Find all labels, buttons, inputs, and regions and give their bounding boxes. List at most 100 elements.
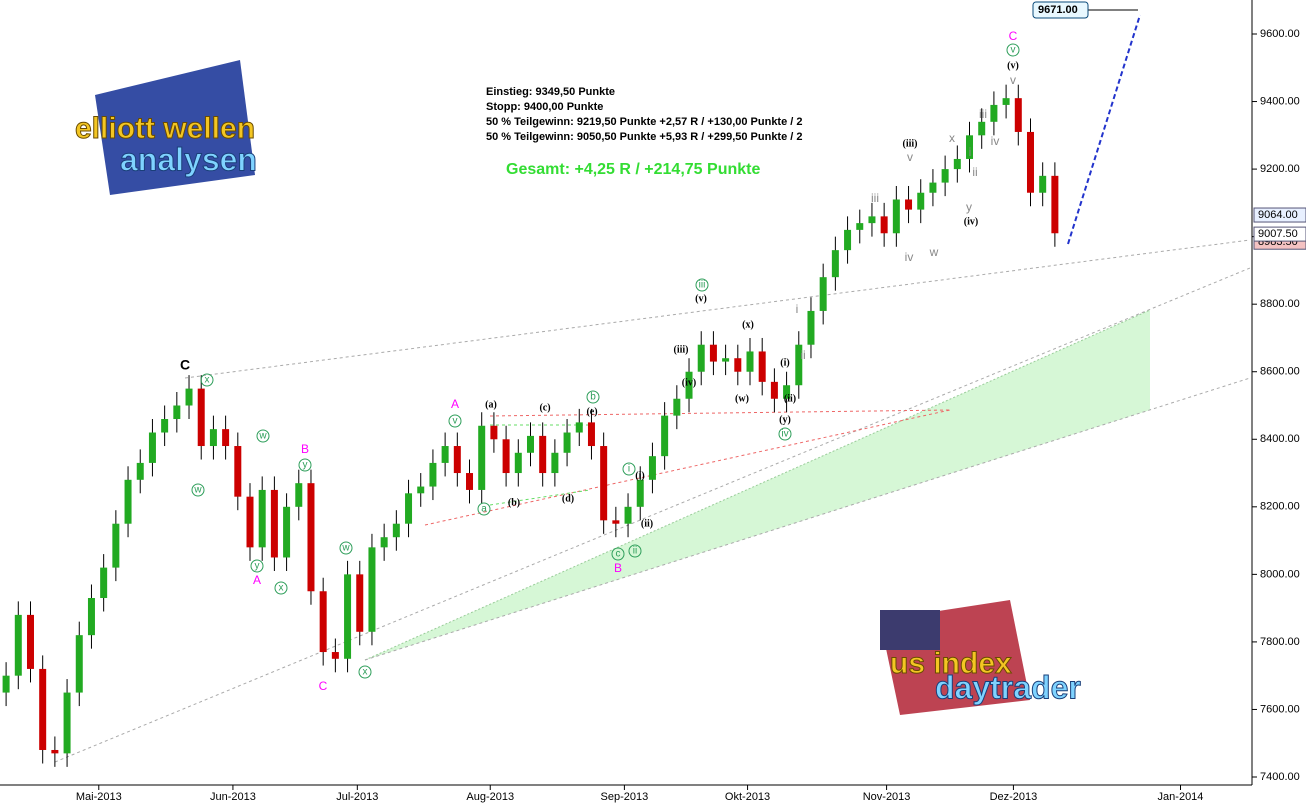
- zone-edge: [364, 309, 1151, 661]
- candle-body: [234, 446, 242, 497]
- candle-body: [197, 388, 205, 447]
- wave-circle: [586, 390, 600, 404]
- note: Stopp: 9400,00 Punkte: [486, 101, 603, 113]
- logo-left: elliott wellen analysen: [75, 60, 257, 195]
- price-tag-label: 9007.50: [1258, 228, 1298, 240]
- wave-label: (v): [1007, 60, 1019, 71]
- candle-body: [148, 432, 156, 463]
- wave-circle: [1006, 43, 1020, 57]
- x-tick-label: Nov-2013: [863, 791, 911, 803]
- wave-label: ii: [800, 348, 805, 362]
- wave-label: iii: [699, 280, 706, 291]
- wave-label: w: [193, 485, 202, 496]
- wave-circle: [628, 544, 642, 558]
- y-tick-label: 9200.00: [1260, 163, 1300, 175]
- candle-body: [990, 104, 998, 122]
- wave-label: (i): [780, 357, 789, 368]
- wave-label: (iv): [682, 377, 696, 388]
- wave-label: ii: [633, 546, 637, 557]
- candle-body: [587, 422, 595, 447]
- wave-label: c: [616, 549, 621, 560]
- candle-body: [892, 199, 900, 234]
- candle-body: [478, 425, 486, 490]
- candle-body: [51, 749, 59, 754]
- trend-line: [489, 409, 951, 417]
- wave-label: ii: [972, 165, 977, 179]
- candle-body: [39, 668, 47, 750]
- x-tick-label: Jan-2014: [1158, 791, 1204, 803]
- wave-circle: [695, 278, 709, 292]
- candle-body: [502, 439, 510, 474]
- candle-body: [734, 358, 742, 372]
- y-tick-label: 7400.00: [1260, 771, 1300, 783]
- wave-label: iii: [871, 191, 879, 205]
- note: Einstieg: 9349,50 Punkte: [486, 86, 615, 98]
- candle-body: [429, 462, 437, 487]
- candle-body: [819, 277, 827, 311]
- note: 50 % Teilgewinn: 9219,50 Punkte +2,57 R …: [486, 116, 803, 128]
- note: 50 % Teilgewinn: 9050,50 Punkte +5,93 R …: [486, 131, 803, 143]
- x-tick-label: Mai-2013: [76, 791, 122, 803]
- wave-label: i: [796, 302, 799, 316]
- candle-body: [648, 456, 656, 480]
- candle-body: [356, 574, 364, 632]
- y-tick-label: 9600.00: [1260, 28, 1300, 40]
- wave-circle: [778, 427, 792, 441]
- y-tick-label: 8600.00: [1260, 366, 1300, 378]
- candle-body: [26, 614, 34, 669]
- wave-circle: [448, 414, 462, 428]
- wave-circle: [477, 502, 491, 516]
- candle-body: [209, 429, 217, 447]
- candle-body: [161, 419, 169, 433]
- wave-label: iv: [991, 134, 1000, 148]
- candle-body: [917, 192, 925, 210]
- logo-text: daytrader: [935, 669, 1081, 705]
- candle-body: [490, 425, 498, 440]
- candle-body: [856, 223, 864, 230]
- x-tick-label: Sep-2013: [601, 791, 649, 803]
- candle-body: [75, 635, 83, 693]
- wave-label: (ii): [641, 518, 653, 529]
- wave-circle: [274, 581, 288, 595]
- wave-label: (c): [539, 402, 550, 413]
- wave-label: (x): [742, 319, 754, 330]
- candle-body: [697, 344, 705, 372]
- candle-body: [758, 351, 766, 382]
- logo-right: us index daytrader: [880, 600, 1081, 715]
- wave-label: iv: [781, 429, 788, 440]
- flag: [880, 610, 940, 650]
- wave-circle: [256, 429, 270, 443]
- price-tag: [1253, 226, 1306, 242]
- wave-label: (ii): [784, 393, 796, 404]
- y-tick-label: 8200.00: [1260, 501, 1300, 513]
- wave-label: i: [969, 145, 972, 159]
- y-tick-label: 7600.00: [1260, 703, 1300, 715]
- x-tick-label: Jun-2013: [210, 791, 256, 803]
- target-label: 9671.00: [1038, 4, 1078, 16]
- wave-label: A: [451, 397, 459, 411]
- target-box: [1032, 1, 1089, 19]
- candle-body: [14, 614, 22, 676]
- wave-label: x: [279, 583, 284, 594]
- x-tick-label: Jul-2013: [336, 791, 378, 803]
- wave-label: w: [341, 543, 350, 554]
- wave-label: (i): [635, 470, 644, 481]
- flag: [95, 60, 255, 195]
- candle-body: [1039, 175, 1047, 193]
- candle-body: [1002, 98, 1010, 105]
- wave-label: (a): [485, 399, 497, 410]
- trend-line: [489, 489, 591, 506]
- candle-body: [222, 429, 230, 447]
- wave-label: v: [1011, 45, 1016, 56]
- candle-body: [441, 446, 449, 463]
- candle-body: [563, 432, 571, 453]
- projection: [1067, 14, 1141, 245]
- candle-body: [709, 344, 717, 362]
- wave-circle: [339, 541, 353, 555]
- candle-body: [770, 381, 778, 399]
- wave-label: w: [929, 245, 939, 259]
- wave-label: y: [255, 561, 260, 572]
- candle-body: [868, 216, 876, 224]
- candle-body: [941, 169, 949, 183]
